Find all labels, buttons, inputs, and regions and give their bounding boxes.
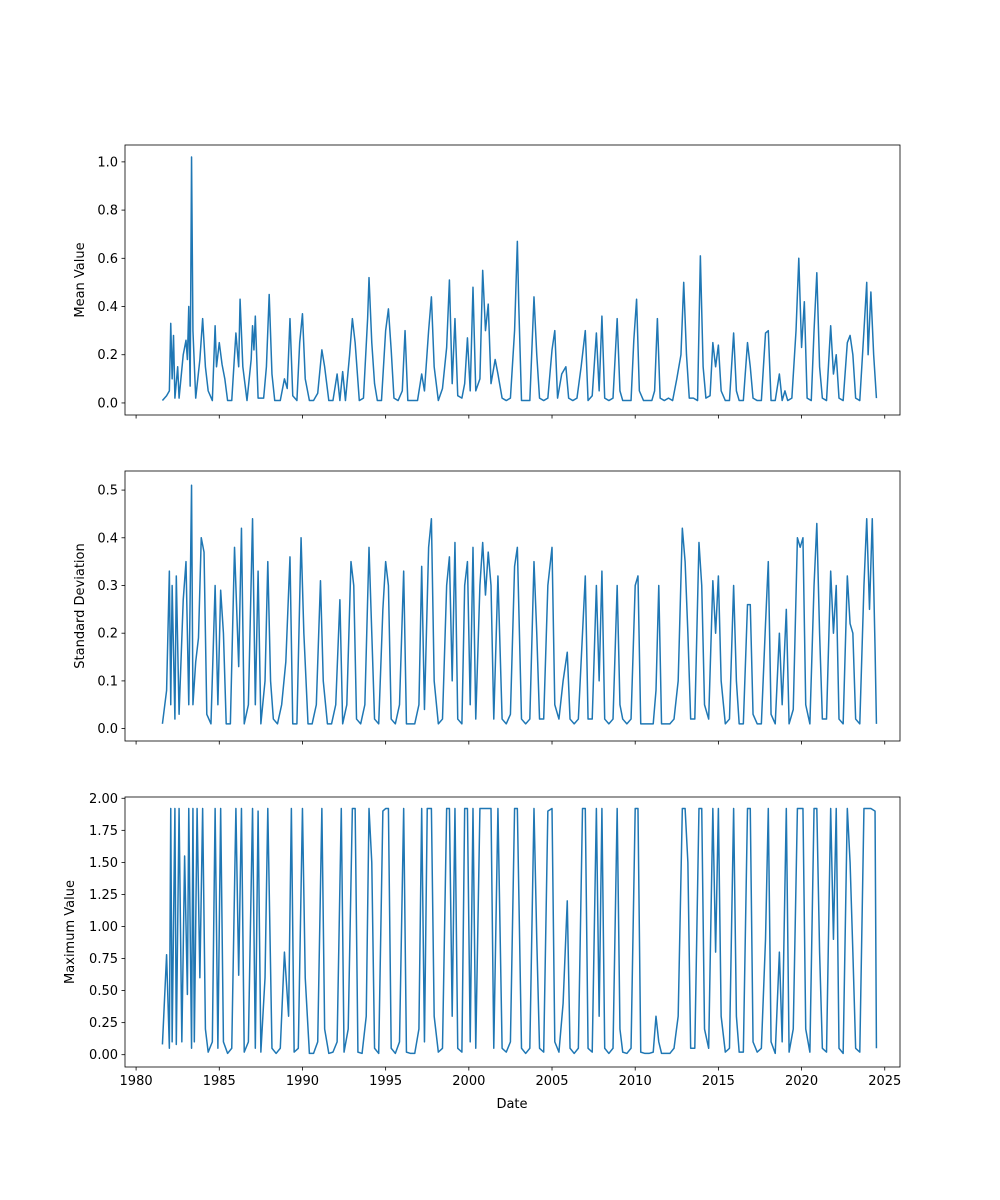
series-line-standard-deviation-0 (161, 484, 878, 725)
y-tick-label-maximum-value: 0.00 (89, 1048, 118, 1063)
y-tick-label-standard-deviation: 0.0 (97, 722, 118, 737)
y-tick-label-maximum-value: 1.25 (89, 888, 118, 903)
y-axis-label-maximum-value: Maximum Value (63, 880, 78, 984)
y-tick-label-standard-deviation: 0.3 (97, 579, 118, 594)
y-tick-label-standard-deviation: 0.5 (97, 484, 118, 499)
y-tick-label-maximum-value: 1.75 (89, 824, 118, 839)
y-tick-label-maximum-value: 0.75 (89, 952, 118, 967)
y-tick-label-maximum-value: 1.50 (89, 856, 118, 871)
x-tick-label-maximum-value: 1980 (120, 1074, 153, 1089)
subplot-maximum-value: Maximum Value Date 0.00 0.25 0.50 0.75 1.00 1… (63, 792, 901, 1112)
y-tick-label-standard-deviation: 0.4 (97, 531, 118, 546)
series-line-maximum-value-0 (161, 807, 878, 1055)
x-tick-label-maximum-value: 2025 (868, 1074, 901, 1089)
plot-area-mean-value: 0.0 0.2 0.4 0.6 0.8 1.0 (97, 144, 901, 419)
y-tick-label-standard-deviation: 0.2 (97, 627, 118, 642)
x-tick-label-maximum-value: 2010 (619, 1074, 652, 1089)
plot-area-standard-deviation: 0.0 0.1 0.2 0.3 0.4 0.5 (97, 470, 901, 745)
subplot-standard-deviation: Standard Deviation 0.0 0.1 0.2 0.3 0.4 0.5 (73, 470, 901, 745)
axes-frame-mean-value (124, 144, 901, 416)
y-tick-label-mean-value: 0.4 (97, 300, 118, 315)
series-line-mean-value-0 (161, 156, 878, 402)
y-axis-label-standard-deviation: Standard Deviation (73, 543, 88, 668)
y-tick-label-maximum-value: 1.00 (89, 920, 118, 935)
y-tick-label-mean-value: 0.8 (97, 204, 118, 219)
x-tick-label-maximum-value: 2020 (785, 1074, 818, 1089)
y-tick-label-mean-value: 0.2 (97, 348, 118, 363)
x-tick-label-maximum-value: 2015 (702, 1074, 735, 1089)
y-tick-label-mean-value: 0.0 (97, 396, 118, 411)
x-tick-label-maximum-value: 2005 (535, 1074, 568, 1089)
y-tick-label-maximum-value: 0.50 (89, 984, 118, 999)
y-tick-label-maximum-value: 2.00 (89, 792, 118, 807)
subplot-mean-value: Mean Value 0.0 0.2 0.4 0.6 0.8 1.0 (73, 144, 901, 419)
y-axis-label-mean-value: Mean Value (73, 242, 88, 317)
y-tick-label-maximum-value: 0.25 (89, 1016, 118, 1031)
axes-frame-standard-deviation (124, 470, 901, 742)
x-tick-label-maximum-value: 1985 (203, 1074, 236, 1089)
x-tick-label-maximum-value: 1990 (286, 1074, 319, 1089)
plot-area-maximum-value: 0.00 0.25 0.50 0.75 1.00 1.25 1.50 1.75 2.00 1980… (89, 792, 901, 1089)
x-tick-label-maximum-value: 1995 (369, 1074, 402, 1089)
y-tick-label-mean-value: 1.0 (97, 155, 118, 170)
y-tick-label-standard-deviation: 0.1 (97, 674, 118, 689)
x-tick-label-maximum-value: 2000 (452, 1074, 485, 1089)
y-tick-label-mean-value: 0.6 (97, 252, 118, 267)
axes-frame-maximum-value (124, 796, 901, 1068)
x-axis-label-date: Date (496, 1097, 527, 1112)
